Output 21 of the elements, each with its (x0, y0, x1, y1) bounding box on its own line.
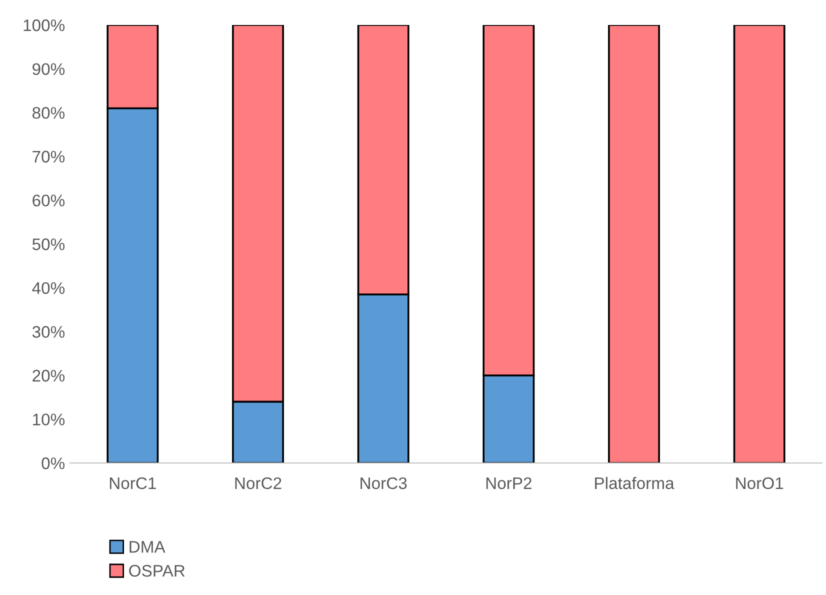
legend-label: DMA (130, 541, 166, 553)
x-tick-label: NorO1 (736, 477, 784, 490)
x-tick-label: NorC2 (235, 477, 282, 490)
bar (733, 25, 786, 463)
y-tick-label: 10% (33, 414, 65, 426)
x-tick-label: Plataforma (595, 476, 674, 490)
y-tick-label: 90% (32, 63, 65, 76)
y-tick-label: 70% (32, 150, 65, 163)
y-tick-label: 20% (32, 370, 65, 382)
y-tick-label: 0% (42, 457, 65, 470)
y-tick-label: 40% (32, 282, 65, 294)
y-tick-label: 100% (24, 19, 65, 32)
y-tick-label: 50% (32, 238, 65, 250)
bar (608, 25, 660, 463)
y-tick-label: 80% (32, 107, 65, 119)
legend-label: OSPAR (129, 564, 185, 577)
x-tick-label: NorC1 (110, 477, 156, 490)
y-tick-label: 60% (32, 194, 65, 206)
y-tick-label: 30% (32, 326, 65, 338)
x-tick-label: NorP2 (486, 477, 532, 490)
x-tick-label: NorC3 (360, 477, 407, 490)
